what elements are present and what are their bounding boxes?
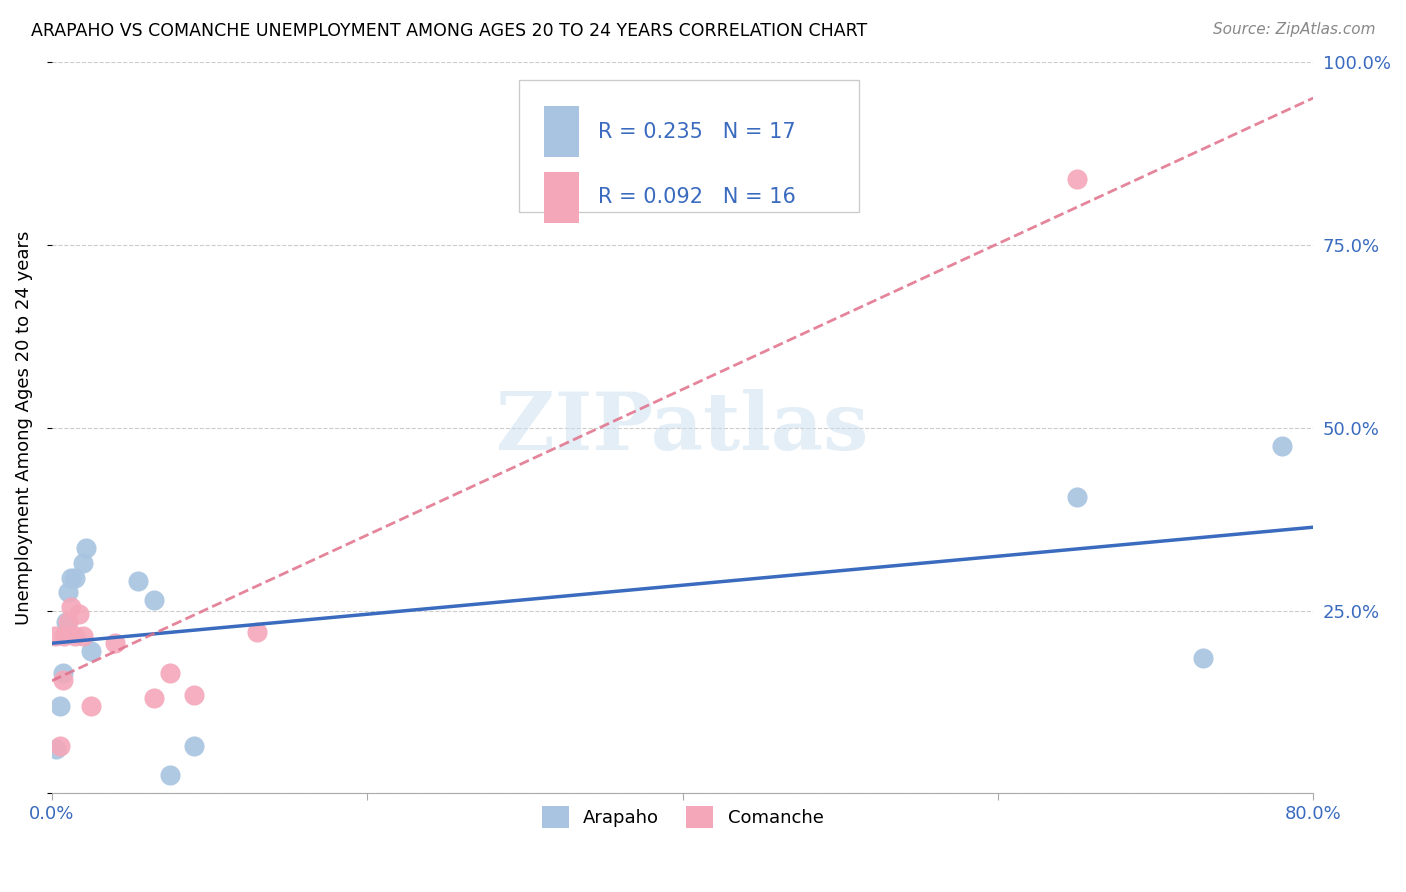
Point <box>45 742 67 756</box>
Point <box>104 636 127 650</box>
Point <box>1066 490 1088 504</box>
Point <box>52 665 75 680</box>
Point <box>56 615 79 629</box>
Point <box>72 629 94 643</box>
Point <box>55 615 77 629</box>
Point <box>80 698 103 713</box>
Point <box>59 571 82 585</box>
Point <box>183 688 205 702</box>
Point <box>48 739 70 753</box>
Point <box>143 592 166 607</box>
Point <box>159 768 181 782</box>
Point <box>56 585 79 599</box>
Point <box>80 644 103 658</box>
Point <box>67 607 90 622</box>
Point <box>44 629 66 643</box>
Point <box>65 571 87 585</box>
Text: ZIPatlas: ZIPatlas <box>496 389 869 467</box>
Y-axis label: Unemployment Among Ages 20 to 24 years: Unemployment Among Ages 20 to 24 years <box>15 230 32 625</box>
Point <box>48 698 70 713</box>
Point <box>183 739 205 753</box>
Point <box>246 625 269 640</box>
Point <box>75 541 97 556</box>
Point <box>1271 439 1294 453</box>
Point <box>53 629 76 643</box>
Point <box>143 691 166 706</box>
Point <box>1192 651 1215 665</box>
Text: R = 0.235   N = 17: R = 0.235 N = 17 <box>598 121 796 142</box>
FancyBboxPatch shape <box>519 80 859 212</box>
Text: ARAPAHO VS COMANCHE UNEMPLOYMENT AMONG AGES 20 TO 24 YEARS CORRELATION CHART: ARAPAHO VS COMANCHE UNEMPLOYMENT AMONG A… <box>31 22 868 40</box>
Point <box>65 629 87 643</box>
FancyBboxPatch shape <box>544 172 579 223</box>
Point <box>72 556 94 570</box>
Text: Source: ZipAtlas.com: Source: ZipAtlas.com <box>1212 22 1375 37</box>
Point <box>1066 172 1088 186</box>
Point <box>59 599 82 614</box>
FancyBboxPatch shape <box>544 106 579 157</box>
Point <box>127 574 149 589</box>
Text: R = 0.092   N = 16: R = 0.092 N = 16 <box>598 187 796 208</box>
Legend: Arapaho, Comanche: Arapaho, Comanche <box>534 799 831 836</box>
Point <box>52 673 75 687</box>
Point <box>159 665 181 680</box>
